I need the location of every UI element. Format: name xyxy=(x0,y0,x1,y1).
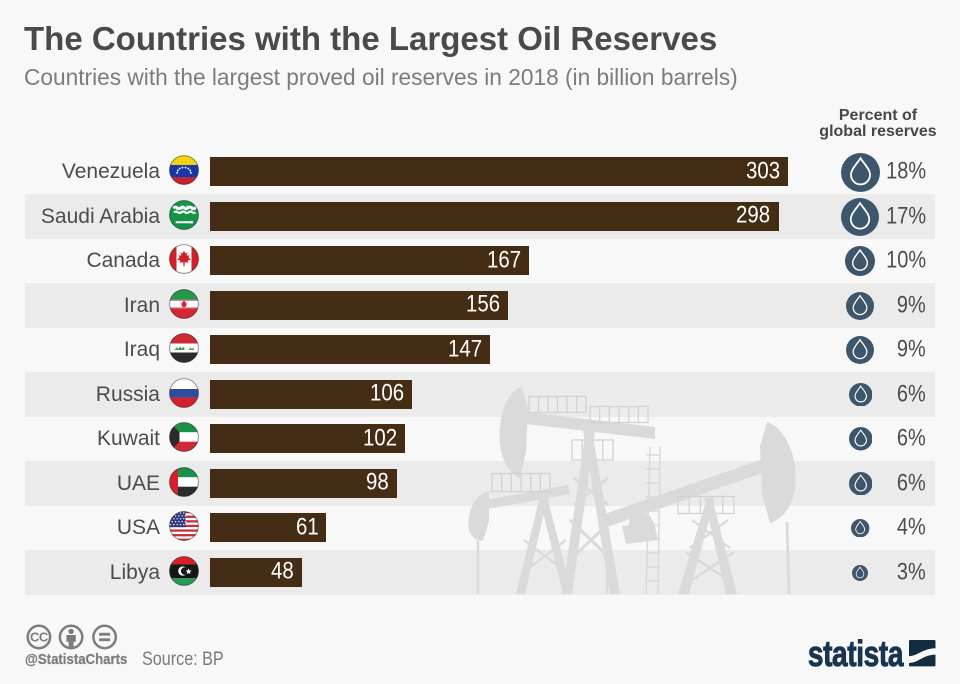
svg-text:CC: CC xyxy=(30,630,49,645)
